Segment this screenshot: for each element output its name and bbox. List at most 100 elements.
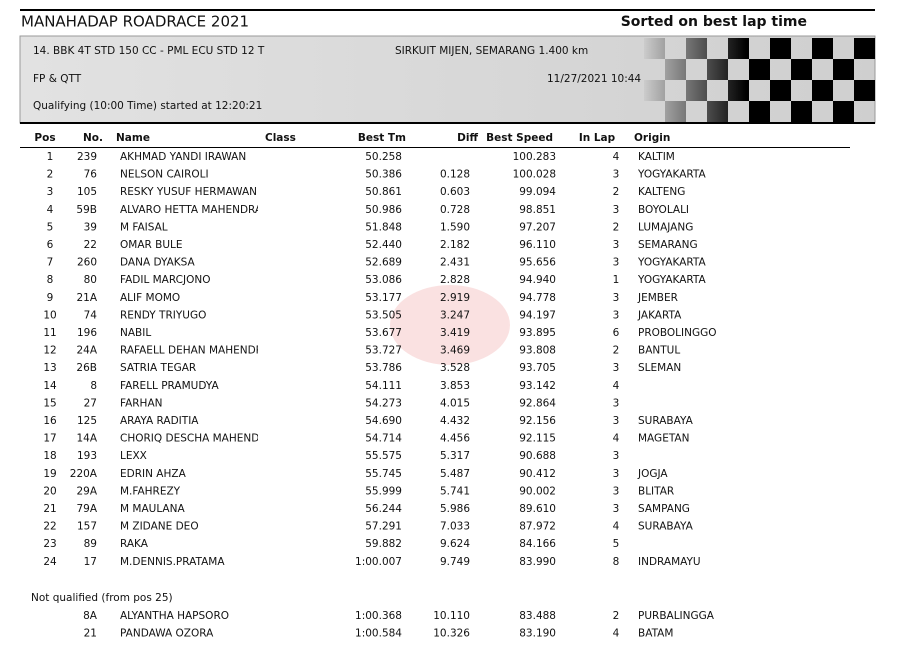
number: 27 — [84, 397, 97, 409]
best-speed: 84.166 — [519, 538, 556, 550]
number: 89 — [84, 538, 97, 550]
origin: YOGYAKARTA — [637, 274, 707, 286]
diff: 2.182 — [440, 239, 470, 251]
origin: BATAM — [638, 628, 673, 640]
number: 29A — [76, 485, 97, 497]
diff: 3.419 — [440, 327, 470, 339]
best-speed: 83.990 — [519, 556, 556, 568]
name: RAFAELL DEHAN MAHENDRA — [120, 345, 271, 357]
in-lap: 1 — [613, 274, 620, 286]
pos: 5 — [47, 221, 54, 233]
best-time: 50.258 — [365, 151, 402, 163]
name: RAKA — [120, 538, 149, 550]
flag-square — [644, 38, 665, 59]
number: 193 — [77, 450, 97, 462]
flag-square — [749, 59, 770, 80]
flag-square — [812, 38, 833, 59]
origin: BOYOLALI — [638, 204, 689, 216]
diff: 5.986 — [440, 503, 470, 515]
number: 22 — [84, 239, 97, 251]
number: 14A — [76, 433, 97, 445]
origin: JEMBER — [637, 292, 678, 304]
diff: 9.624 — [440, 538, 470, 550]
pos: 4 — [47, 204, 54, 216]
best-time: 53.086 — [365, 274, 402, 286]
number: 24A — [76, 345, 97, 357]
best-speed: 99.094 — [519, 186, 556, 198]
in-lap: 3 — [613, 485, 620, 497]
diff: 2.828 — [440, 274, 470, 286]
pos: 21 — [43, 503, 56, 515]
best-speed: 97.207 — [519, 221, 556, 233]
pos: 17 — [43, 433, 56, 445]
best-time: 50.861 — [365, 186, 402, 198]
diff: 3.853 — [440, 380, 470, 392]
flag-square — [686, 38, 707, 59]
name: M ZIDANE DEO — [120, 521, 199, 533]
name: FADIL MARCJONO — [120, 274, 210, 286]
origin: KALTIM — [638, 151, 675, 163]
in-lap: 3 — [613, 503, 620, 515]
datetime: 11/27/2021 10:44 — [547, 73, 641, 85]
checkered-flag — [644, 38, 875, 122]
origin: YOGYAKARTA — [637, 257, 707, 269]
in-lap: 2 — [613, 221, 620, 233]
name: NELSON CAIROLI — [120, 169, 209, 181]
best-time: 53.786 — [365, 362, 402, 374]
best-speed: 94.778 — [519, 292, 556, 304]
column-header: No. — [83, 132, 103, 144]
number: 21A — [76, 292, 97, 304]
pos: 9 — [47, 292, 54, 304]
diff: 3.528 — [440, 362, 470, 374]
number: 239 — [77, 151, 97, 163]
best-time: 55.575 — [365, 450, 402, 462]
pos: 22 — [43, 521, 56, 533]
best-speed: 100.028 — [513, 169, 556, 181]
pos: 24 — [43, 556, 57, 568]
number: 76 — [84, 169, 98, 181]
best-time: 52.689 — [365, 257, 402, 269]
session: FP & QTT — [33, 73, 82, 85]
column-header: Diff — [457, 132, 478, 144]
best-speed: 93.705 — [519, 362, 556, 374]
best-time: 55.745 — [365, 468, 402, 480]
origin: PROBOLINGGO — [638, 327, 717, 339]
in-lap: 8 — [613, 556, 620, 568]
pos: 19 — [43, 468, 56, 480]
diff: 4.015 — [440, 397, 470, 409]
pos: 20 — [43, 485, 56, 497]
flag-square — [854, 38, 875, 59]
name: NABIL — [120, 327, 151, 339]
pos: 3 — [47, 186, 54, 198]
best-time: 54.714 — [365, 433, 402, 445]
flag-square — [770, 38, 791, 59]
flag-square — [833, 101, 854, 122]
best-time: 53.177 — [365, 292, 402, 304]
diff: 3.469 — [440, 345, 470, 357]
best-time: 1:00.007 — [355, 556, 402, 568]
flag-square — [686, 80, 707, 101]
pos: 12 — [43, 345, 56, 357]
diff: 2.431 — [440, 257, 470, 269]
diff: 5.317 — [440, 450, 470, 462]
origin: JOGJA — [637, 468, 668, 480]
flag-square — [791, 59, 812, 80]
in-lap: 3 — [613, 309, 620, 321]
in-lap: 3 — [613, 169, 620, 181]
best-speed: 89.610 — [519, 503, 556, 515]
best-time: 54.273 — [365, 397, 402, 409]
best-speed: 92.115 — [519, 433, 556, 445]
flag-square — [833, 59, 854, 80]
origin: KALTENG — [638, 186, 685, 198]
name: PANDAWA OZORA — [120, 628, 214, 640]
watermark: B — [390, 276, 510, 369]
in-lap: 3 — [613, 204, 620, 216]
column-header: Name — [116, 132, 150, 144]
session-info: Qualifying (10:00 Time) started at 12:20… — [33, 100, 262, 112]
in-lap: 4 — [613, 151, 620, 163]
title: MANAHADAP ROADRACE 2021 — [21, 13, 249, 31]
in-lap: 2 — [613, 186, 620, 198]
pos: 7 — [47, 257, 54, 269]
best-time: 53.727 — [365, 345, 402, 357]
diff: 10.326 — [433, 628, 470, 640]
